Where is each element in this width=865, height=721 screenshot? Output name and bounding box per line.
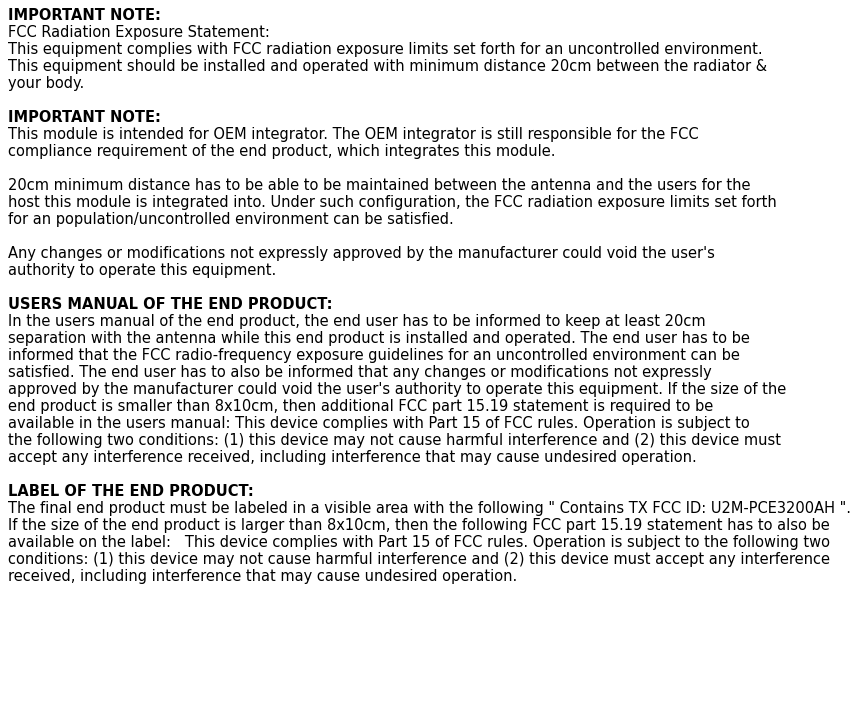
Text: 20cm minimum distance has to be able to be maintained between the antenna and th: 20cm minimum distance has to be able to … [8, 178, 751, 193]
Text: In the users manual of the end product, the end user has to be informed to keep : In the users manual of the end product, … [8, 314, 706, 329]
Text: This module is intended for OEM integrator. The OEM integrator is still responsi: This module is intended for OEM integrat… [8, 127, 699, 142]
Text: Any changes or modifications not expressly approved by the manufacturer could vo: Any changes or modifications not express… [8, 246, 714, 261]
Text: This equipment complies with FCC radiation exposure limits set forth for an unco: This equipment complies with FCC radiati… [8, 42, 763, 57]
Text: LABEL OF THE END PRODUCT:: LABEL OF THE END PRODUCT: [8, 484, 253, 499]
Text: accept any interference received, including interference that may cause undesire: accept any interference received, includ… [8, 450, 696, 465]
Text: If the size of the end product is larger than 8x10cm, then the following FCC par: If the size of the end product is larger… [8, 518, 830, 533]
Text: host this module is integrated into. Under such configuration, the FCC radiation: host this module is integrated into. Und… [8, 195, 777, 210]
Text: approved by the manufacturer could void the user's authority to operate this equ: approved by the manufacturer could void … [8, 382, 786, 397]
Text: the following two conditions: (1) this device may not cause harmful interference: the following two conditions: (1) this d… [8, 433, 781, 448]
Text: available in the users manual: This device complies with Part 15 of FCC rules. O: available in the users manual: This devi… [8, 416, 750, 431]
Text: for an population/uncontrolled environment can be satisfied.: for an population/uncontrolled environme… [8, 212, 454, 227]
Text: compliance requirement of the end product, which integrates this module.: compliance requirement of the end produc… [8, 144, 555, 159]
Text: IMPORTANT NOTE:: IMPORTANT NOTE: [8, 110, 161, 125]
Text: satisfied. The end user has to also be informed that any changes or modification: satisfied. The end user has to also be i… [8, 365, 712, 380]
Text: IMPORTANT NOTE:: IMPORTANT NOTE: [8, 8, 161, 23]
Text: informed that the FCC radio-frequency exposure guidelines for an uncontrolled en: informed that the FCC radio-frequency ex… [8, 348, 740, 363]
Text: end product is smaller than 8x10cm, then additional FCC part 15.19 statement is : end product is smaller than 8x10cm, then… [8, 399, 714, 414]
Text: USERS MANUAL OF THE END PRODUCT:: USERS MANUAL OF THE END PRODUCT: [8, 297, 332, 312]
Text: received, including interference that may cause undesired operation.: received, including interference that ma… [8, 569, 517, 584]
Text: conditions: (1) this device may not cause harmful interference and (2) this devi: conditions: (1) this device may not caus… [8, 552, 830, 567]
Text: your body.: your body. [8, 76, 84, 91]
Text: separation with the antenna while this end product is installed and operated. Th: separation with the antenna while this e… [8, 331, 750, 346]
Text: authority to operate this equipment.: authority to operate this equipment. [8, 263, 276, 278]
Text: FCC Radiation Exposure Statement:: FCC Radiation Exposure Statement: [8, 25, 270, 40]
Text: The final end product must be labeled in a visible area with the following " Con: The final end product must be labeled in… [8, 501, 851, 516]
Text: This equipment should be installed and operated with minimum distance 20cm betwe: This equipment should be installed and o… [8, 59, 767, 74]
Text: available on the label:   This device complies with Part 15 of FCC rules. Operat: available on the label: This device comp… [8, 535, 830, 550]
